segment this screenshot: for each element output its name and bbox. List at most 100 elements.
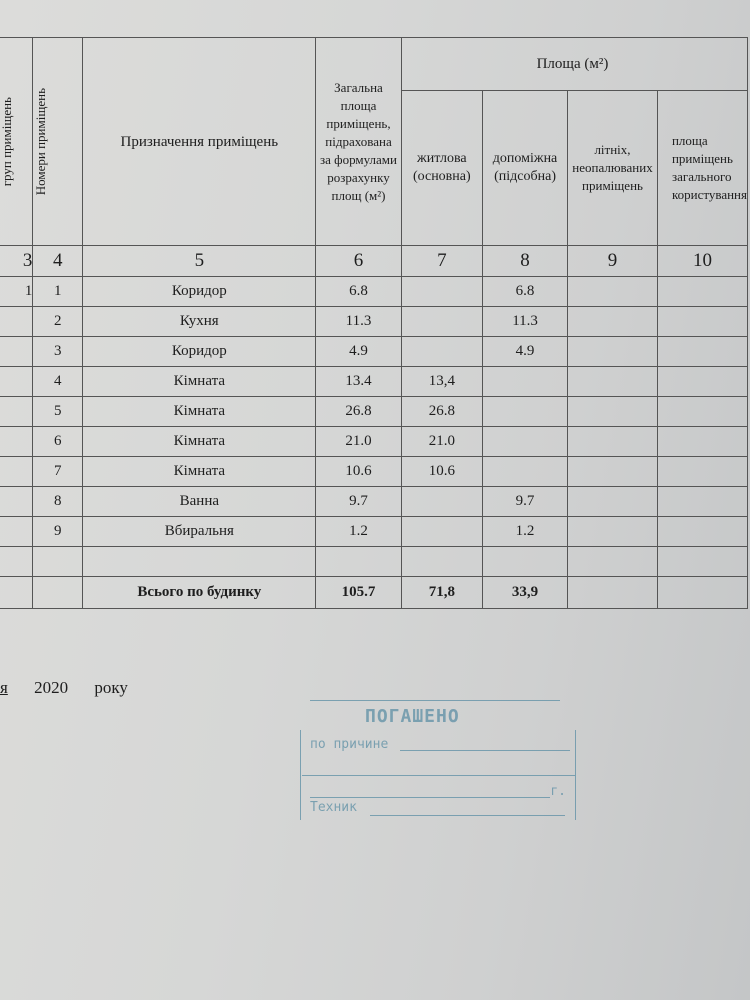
cell-no: 7 <box>32 456 84 487</box>
cell-aux: 1.2 <box>482 516 569 547</box>
stamp-g: г. <box>550 784 566 799</box>
cell-aux: 6.8 <box>482 276 569 307</box>
header-common: площа приміщень загального користування <box>656 90 749 246</box>
cell-group <box>0 516 34 547</box>
totals-aux: 33,9 <box>482 576 569 609</box>
stamp-technician: Техник <box>310 800 357 815</box>
cell-empty <box>567 366 658 397</box>
cell-empty <box>567 306 658 337</box>
cell-name: Ванна <box>82 486 317 517</box>
header-total-area: Загальна площа приміщень, підрахована за… <box>315 37 402 246</box>
cell-total: 13.4 <box>315 366 402 397</box>
table-row: 5 Кімната 26.8 26.8 <box>0 396 749 427</box>
cell-living: 10.6 <box>400 456 484 487</box>
cell-group <box>0 306 34 337</box>
cell-name: Кухня <box>82 306 317 337</box>
date-line: я 2020 року <box>0 678 150 698</box>
cell-group <box>0 366 34 397</box>
cell-empty <box>656 336 749 367</box>
cell-name: Коридор <box>82 336 317 367</box>
col-number: 5 <box>82 245 317 277</box>
cell-aux <box>482 366 569 397</box>
cell-empty <box>567 456 658 487</box>
header-area-group: Площа (м²) <box>400 37 749 91</box>
column-number-row: 3 4 5 6 7 8 9 10 <box>0 245 749 277</box>
cell-total: 10.6 <box>315 456 402 487</box>
cell-total: 1.2 <box>315 516 402 547</box>
cell-living <box>400 516 484 547</box>
cell-living <box>400 336 484 367</box>
table-row: 4 Кімната 13.4 13,4 <box>0 366 749 397</box>
date-year: 2020 <box>34 678 69 697</box>
cell-empty <box>567 486 658 517</box>
date-month: я <box>0 678 8 697</box>
totals-label: Всього по будинку <box>82 576 317 609</box>
cell-no: 3 <box>32 336 84 367</box>
col-number: 10 <box>656 245 749 277</box>
header-purpose: Призначення приміщень <box>82 37 317 246</box>
cell-empty <box>567 396 658 427</box>
table-row: 8 Ванна 9.7 9.7 <box>0 486 749 517</box>
cell-no: 9 <box>32 516 84 547</box>
col-number: 8 <box>482 245 569 277</box>
header-living: житлова (основна) <box>400 90 484 246</box>
cell-living: 21.0 <box>400 426 484 457</box>
cell-empty <box>656 486 749 517</box>
table-row: 1 1 Коридор 6.8 6.8 <box>0 276 749 307</box>
col-number: 9 <box>567 245 658 277</box>
cell-living: 26.8 <box>400 396 484 427</box>
date-suffix: року <box>94 678 128 697</box>
empty-row <box>0 546 749 577</box>
cell-empty <box>656 516 749 547</box>
cell-name: Кімната <box>82 456 317 487</box>
table-row: 6 Кімната 21.0 21.0 <box>0 426 749 457</box>
cell-no: 8 <box>32 486 84 517</box>
cell-total: 4.9 <box>315 336 402 367</box>
cell-total: 11.3 <box>315 306 402 337</box>
cell-no: 2 <box>32 306 84 337</box>
cell-name: Кімната <box>82 426 317 457</box>
cell-empty <box>656 276 749 307</box>
cell-total: 9.7 <box>315 486 402 517</box>
col-number: 6 <box>315 245 402 277</box>
stamp-title: ПОГАШЕНО <box>365 706 460 727</box>
cell-no: 5 <box>32 396 84 427</box>
cell-living <box>400 306 484 337</box>
stamp-reason: по причине <box>310 737 389 752</box>
totals-row: Всього по будинку 105.7 71,8 33,9 <box>0 576 749 609</box>
cell-empty <box>656 456 749 487</box>
cell-total: 6.8 <box>315 276 402 307</box>
cell-total: 26.8 <box>315 396 402 427</box>
cell-group <box>0 456 34 487</box>
cell-empty <box>567 426 658 457</box>
totals-total: 105.7 <box>315 576 402 609</box>
cell-empty <box>656 426 749 457</box>
col-number: 7 <box>400 245 484 277</box>
table-row: 3 Коридор 4.9 4.9 <box>0 336 749 367</box>
col-number: 4 <box>32 245 84 277</box>
cell-aux <box>482 396 569 427</box>
cell-empty <box>567 276 658 307</box>
cell-group <box>0 486 34 517</box>
cell-living <box>400 486 484 517</box>
cancelled-stamp: ПОГАШЕНО по причине г. Техник <box>300 700 580 820</box>
table-row: 7 Кімната 10.6 10.6 <box>0 456 749 487</box>
header-groups: груп приміщень <box>0 37 34 246</box>
col-number: 3 <box>0 245 34 277</box>
cell-group <box>0 396 34 427</box>
cell-group: 1 <box>0 276 34 307</box>
cell-name: Кімната <box>82 366 317 397</box>
cell-aux: 4.9 <box>482 336 569 367</box>
cell-empty <box>567 516 658 547</box>
header-auxiliary: допоміжна (підсобна) <box>482 90 569 246</box>
cell-no: 4 <box>32 366 84 397</box>
cell-group <box>0 426 34 457</box>
cell-aux <box>482 456 569 487</box>
cell-empty <box>656 396 749 427</box>
cell-no: 1 <box>32 276 84 307</box>
cell-name: Коридор <box>82 276 317 307</box>
cell-aux: 11.3 <box>482 306 569 337</box>
cell-aux <box>482 426 569 457</box>
cell-empty <box>567 336 658 367</box>
cell-name: Кімната <box>82 396 317 427</box>
